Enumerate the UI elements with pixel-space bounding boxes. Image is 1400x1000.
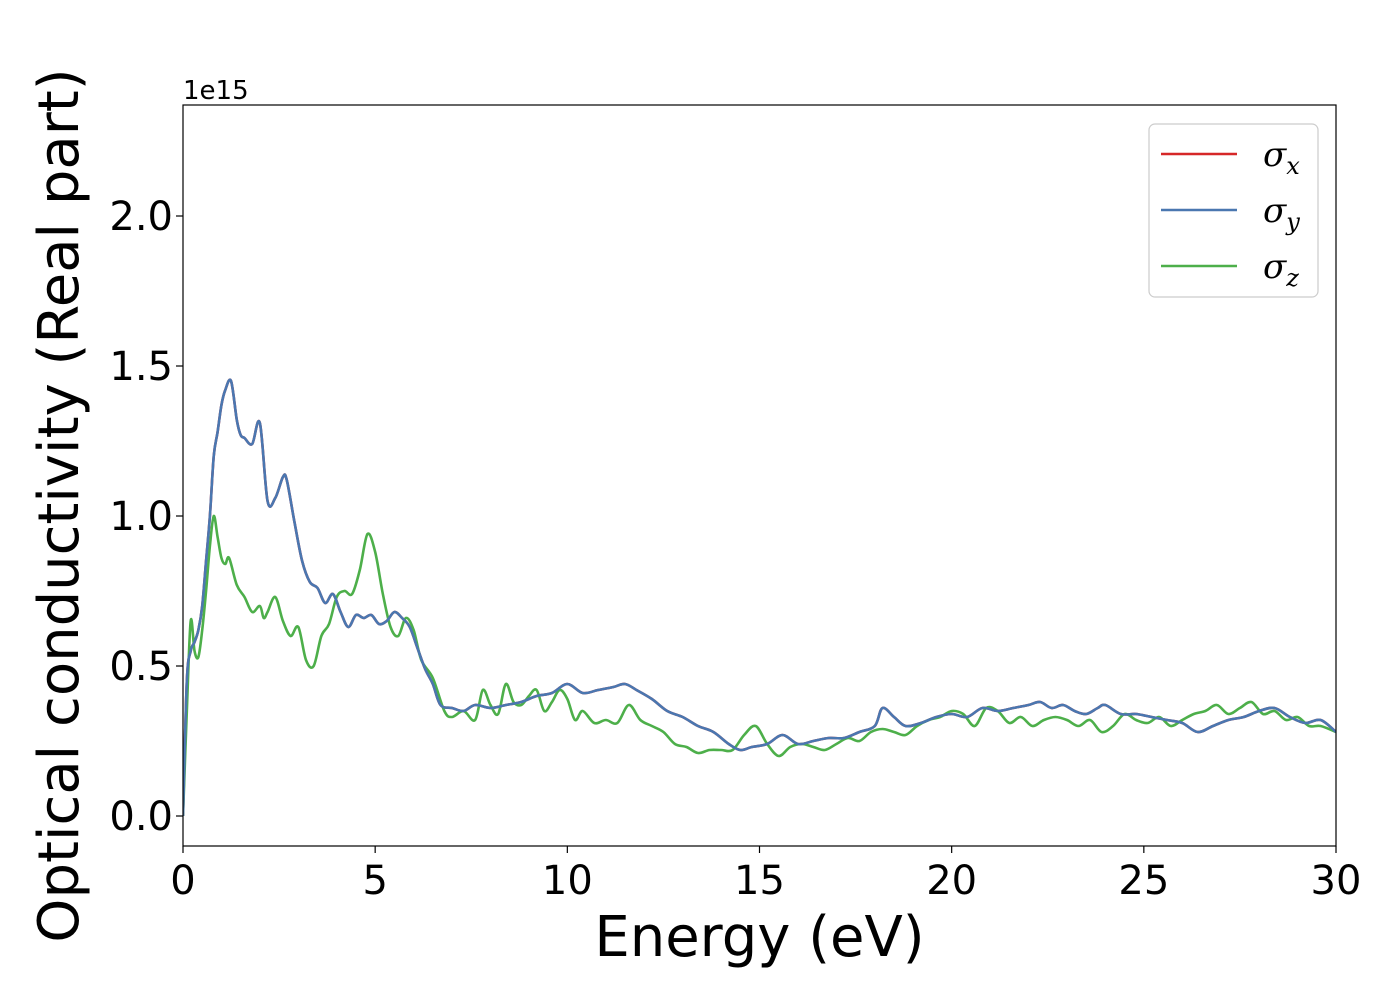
legend-entry-z: σz — [1263, 247, 1299, 292]
series-layer — [183, 378, 1336, 817]
series-line-z — [183, 514, 1336, 817]
legend-symbol: σ — [1263, 135, 1287, 175]
x-tick-label: 20 — [926, 858, 977, 904]
y-tick-label: 0.5 — [109, 644, 173, 690]
y-tick-label: 2.0 — [109, 194, 173, 240]
x-axis-label: Energy (eV) — [594, 905, 924, 970]
legend-entry-y: σy — [1263, 191, 1300, 236]
series-line-y — [183, 378, 1336, 817]
ticks-layer: 0 5 10 15 20 25 30 0.0 0.5 1.0 1.5 2.0 — [109, 194, 1361, 904]
legend-subscript: y — [1285, 208, 1300, 236]
series-lines — [183, 378, 1336, 817]
y-offset-label: 1e15 — [183, 76, 249, 106]
x-tick-label: 5 — [362, 858, 387, 904]
x-tick-label: 30 — [1311, 858, 1362, 904]
legend-entry-x: σx — [1263, 135, 1300, 180]
y-tick-label: 1.5 — [109, 344, 173, 390]
x-tick-label: 0 — [170, 858, 195, 904]
x-tick-label: 15 — [734, 858, 785, 904]
legend-symbol: σ — [1263, 191, 1287, 231]
y-tick-label: 0.0 — [109, 794, 173, 840]
legend-subscript: x — [1286, 152, 1300, 180]
legend-symbol: σ — [1263, 247, 1287, 287]
y-axis-label: Optical conductivity (Real part) — [27, 68, 92, 942]
x-tick-label: 10 — [542, 858, 593, 904]
y-tick-label: 1.0 — [109, 494, 173, 540]
legend-subscript: z — [1285, 264, 1299, 292]
x-tick-label: 25 — [1118, 858, 1169, 904]
